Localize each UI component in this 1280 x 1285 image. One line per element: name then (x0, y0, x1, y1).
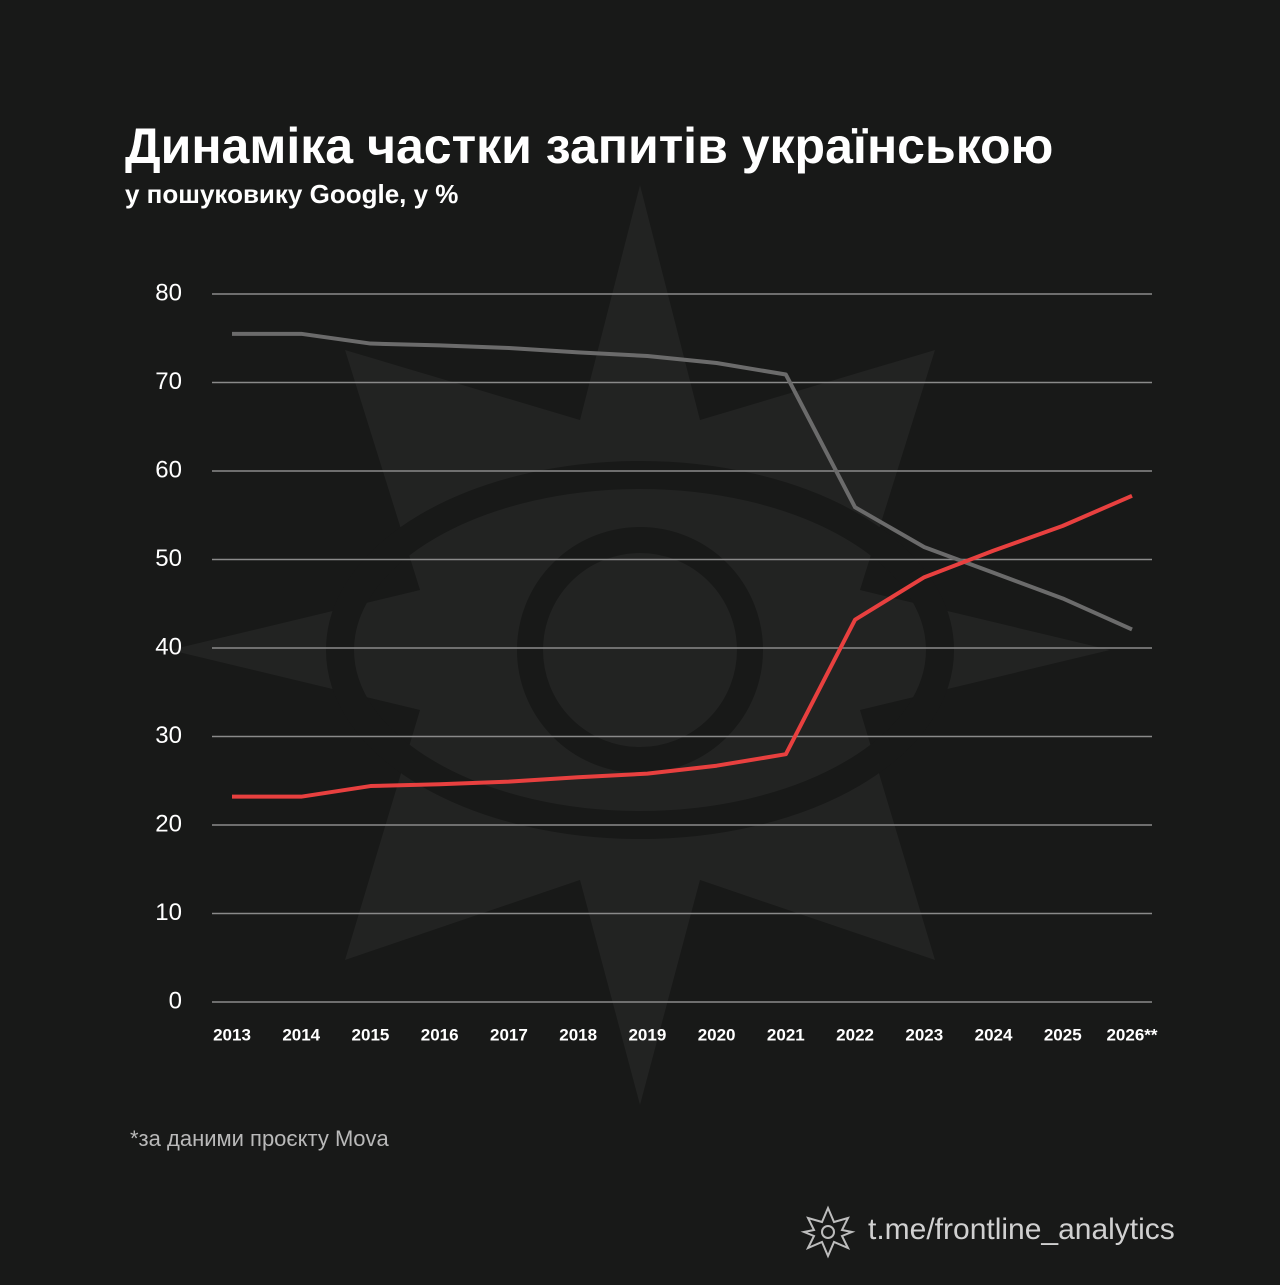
y-tick-label: 70 (155, 368, 182, 395)
y-tick-label: 80 (155, 279, 182, 306)
y-tick-label: 30 (155, 722, 182, 749)
x-tick-label: 2019 (628, 1025, 666, 1044)
x-tick-label: 2014 (282, 1025, 320, 1044)
y-tick-label: 10 (155, 899, 182, 926)
x-tick-label: 2023 (905, 1025, 943, 1044)
y-tick-label: 0 (169, 987, 182, 1014)
x-tick-label: 2025 (1044, 1025, 1082, 1044)
x-tick-label: 2022 (836, 1025, 874, 1044)
x-tick-label: 2026** (1106, 1025, 1157, 1044)
x-tick-label: 2015 (352, 1025, 390, 1044)
logo (800, 1205, 856, 1259)
y-tick-label: 20 (155, 810, 182, 837)
y-tick-label: 60 (155, 456, 182, 483)
x-tick-label: 2024 (975, 1025, 1013, 1044)
watermark (170, 185, 1110, 1105)
chart-subtitle: у пошуковику Google, у % (125, 179, 458, 209)
chart-title: Динаміка частки запитів українською (125, 118, 1053, 174)
y-tick-label: 50 (155, 545, 182, 572)
x-tick-label: 2017 (490, 1025, 528, 1044)
y-tick-label: 40 (155, 633, 182, 660)
x-tick-label: 2013 (213, 1025, 251, 1044)
data-line (232, 331, 1133, 632)
data-line (232, 493, 1133, 799)
footnote: *за даними проєкту Mova (130, 1126, 390, 1151)
x-tick-label: 2018 (559, 1025, 597, 1044)
x-tick-label: 2020 (698, 1025, 736, 1044)
x-tick-label: 2016 (421, 1025, 459, 1044)
x-tick-label: 2021 (767, 1025, 805, 1044)
source-link: t.me/frontline_analytics (868, 1213, 1175, 1246)
